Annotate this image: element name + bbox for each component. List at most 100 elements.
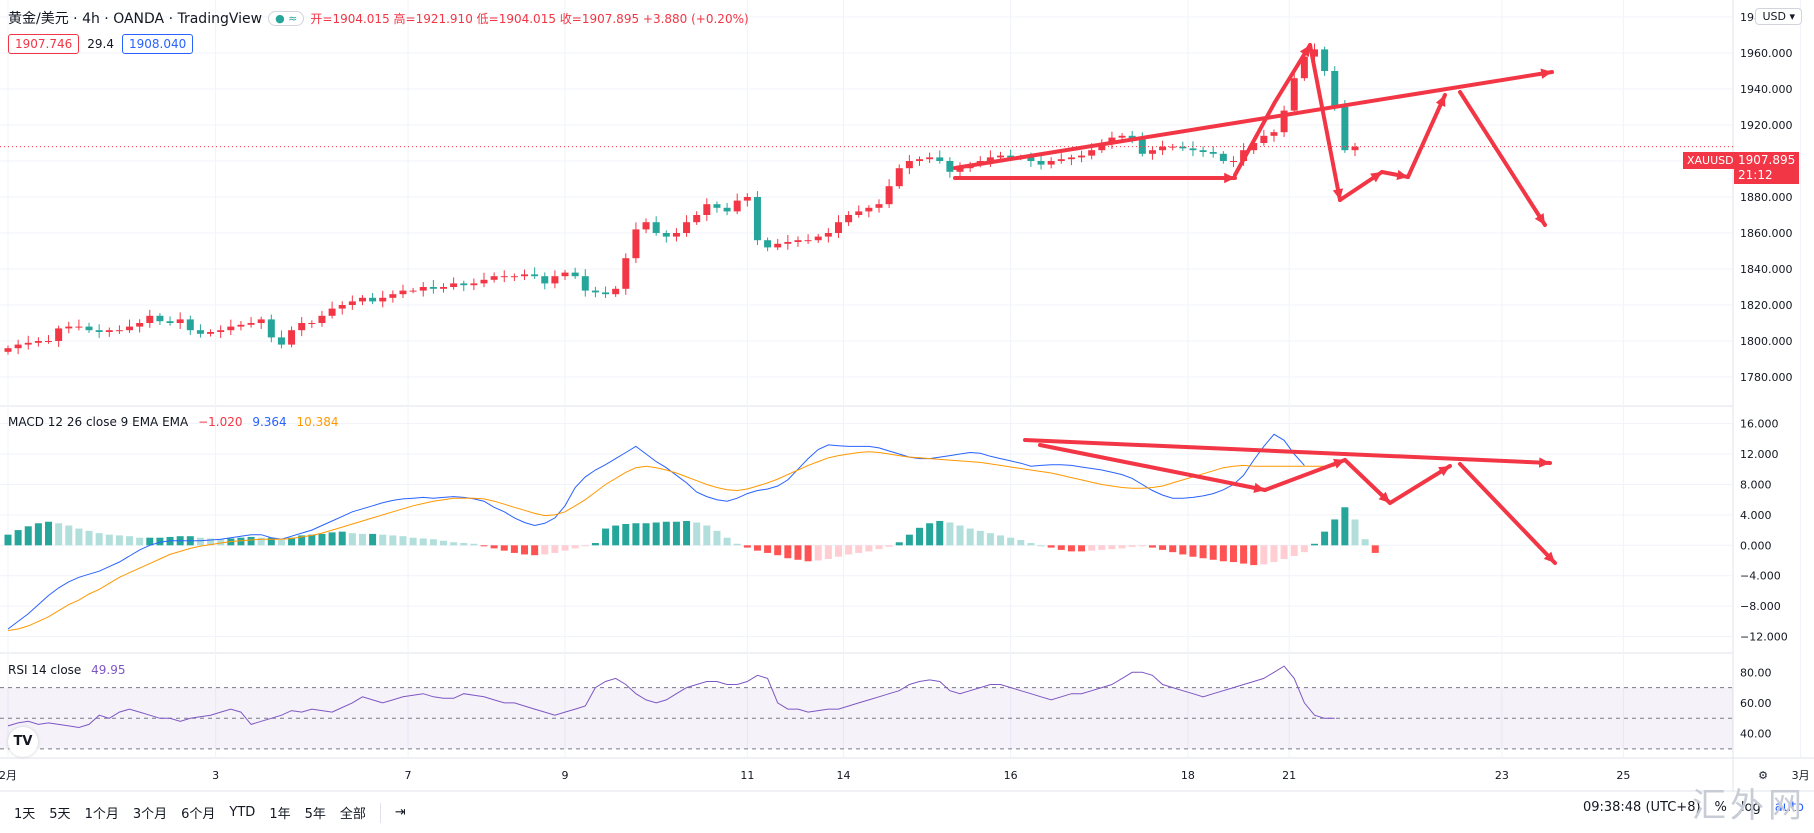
macd-title[interactable]: MACD 12 26 close 9 EMA EMA	[8, 415, 189, 429]
log-toggle[interactable]: log	[1740, 800, 1761, 815]
candle	[1027, 157, 1035, 161]
macd-hist-bar	[95, 533, 103, 546]
ask-price-button[interactable]: 1908.040	[121, 34, 194, 54]
candle	[1098, 143, 1106, 151]
candle	[267, 319, 275, 338]
market-status-pill[interactable]: ● ≈	[268, 10, 305, 26]
macd-hist-bar	[65, 525, 73, 546]
range-3m[interactable]: 3个月	[132, 807, 168, 822]
candle	[753, 197, 761, 241]
arrow-head	[1253, 482, 1265, 493]
macd-hist-bar	[956, 525, 964, 546]
range-5d[interactable]: 5天	[49, 807, 71, 822]
macd-hist-bar	[45, 521, 53, 546]
candle	[855, 211, 863, 215]
candle	[571, 272, 579, 277]
macd-hist-bar	[1148, 545, 1156, 548]
annotation-arrow	[1458, 90, 1547, 227]
candle	[1280, 110, 1288, 133]
candle	[1067, 157, 1075, 160]
macd-hist-bar	[733, 543, 741, 546]
candle	[1199, 150, 1207, 152]
range-1y[interactable]: 1年	[269, 807, 291, 822]
macd-hist-bar	[207, 538, 215, 546]
clock-readout[interactable]: 09:38:48 (UTC+8)	[1582, 800, 1701, 815]
auto-toggle[interactable]: auto	[1774, 800, 1804, 815]
candle	[288, 330, 296, 345]
range-ytd[interactable]: YTD	[229, 805, 256, 820]
macd-hist-bar	[247, 536, 255, 546]
annotation-arrow	[1308, 43, 1342, 202]
macd-signal-value: 10.384	[296, 415, 339, 429]
arrow-head	[1370, 172, 1382, 183]
candle	[389, 294, 397, 298]
candle	[743, 197, 751, 201]
macd-hist-bar	[1300, 545, 1308, 553]
bid-price-button[interactable]: 1907.746	[8, 34, 80, 54]
range-6m[interactable]: 6个月	[181, 807, 216, 822]
range-1m[interactable]: 1个月	[84, 807, 119, 822]
macd-hist-bar	[389, 535, 397, 546]
candle	[814, 236, 822, 241]
macd-hist-bar	[926, 523, 934, 546]
macd-hist-bar	[298, 535, 306, 546]
candle	[834, 222, 842, 233]
trading-chart[interactable]: 1780.0001800.0001820.0001840.0001860.000…	[0, 0, 1814, 792]
candle	[55, 328, 63, 341]
range-all[interactable]: 全部	[339, 807, 366, 822]
arrow-head	[1333, 458, 1345, 469]
chevron-down-icon: ▾	[1789, 10, 1795, 23]
candle	[1341, 107, 1349, 151]
candle	[1189, 148, 1197, 151]
arrow-head	[1435, 95, 1446, 107]
macd-hist-bar	[237, 537, 245, 546]
macd-hist-bar	[551, 545, 559, 553]
candle	[95, 330, 103, 332]
candle	[105, 330, 113, 332]
candle	[176, 319, 184, 323]
candle	[1088, 150, 1096, 156]
macd-hist-bar	[217, 539, 225, 546]
macd-hist-bar	[895, 542, 903, 546]
macd-hist-bar	[75, 528, 83, 546]
candle	[865, 207, 873, 212]
goto-date-icon[interactable]: ⇥	[394, 805, 406, 820]
bottom-toolbar: 1天 5天 1个月 3个月 6个月 YTD 1年 5年 全部 ⇥	[0, 792, 1814, 833]
spread-value: 29.4	[87, 37, 114, 51]
symbol-title[interactable]: 黄金/美元 · 4h · OANDA · TradingView	[8, 11, 263, 27]
percent-toggle[interactable]: %	[1714, 800, 1727, 815]
candle	[24, 342, 32, 345]
tradingview-logo-icon[interactable]: TV	[8, 727, 38, 757]
candle	[439, 287, 447, 289]
macd-hist-bar	[521, 545, 529, 555]
candle	[490, 276, 498, 280]
currency-selector[interactable]: USD ▾	[1755, 8, 1802, 25]
time-tick-label: 9	[562, 769, 569, 782]
candle	[764, 240, 772, 248]
price-tick-label: 1800.000	[1740, 335, 1793, 348]
macd-hist-bar	[328, 532, 336, 546]
toolbar-right: 09:38:48 (UTC+8) % log auto	[1583, 800, 1804, 815]
candle	[186, 319, 194, 331]
candle	[65, 326, 73, 329]
range-1d[interactable]: 1天	[14, 807, 36, 822]
price-tick-label: 1860.000	[1740, 227, 1793, 240]
rsi-title[interactable]: RSI 14 close	[8, 663, 82, 677]
candle	[632, 229, 640, 259]
macd-hist-bar	[338, 531, 346, 546]
price-tick-label: 1960.000	[1740, 47, 1793, 60]
macd-hist-bar	[743, 545, 751, 548]
macd-hist-bar	[1331, 519, 1339, 546]
candle	[419, 287, 427, 291]
range-5y[interactable]: 5年	[304, 807, 326, 822]
time-tick-label: 2月	[0, 769, 17, 782]
settings-gear-icon[interactable]: ⚙	[1758, 769, 1768, 782]
macd-hist-bar	[257, 537, 265, 546]
macd-hist-bar	[662, 521, 670, 546]
macd-hist-bar	[490, 545, 498, 549]
macd-hist-bar	[500, 545, 508, 551]
macd-hist-bar	[602, 528, 610, 546]
macd-hist-bar	[541, 545, 549, 555]
annotation-drawings	[953, 43, 1557, 565]
arrow-head	[1378, 491, 1390, 503]
